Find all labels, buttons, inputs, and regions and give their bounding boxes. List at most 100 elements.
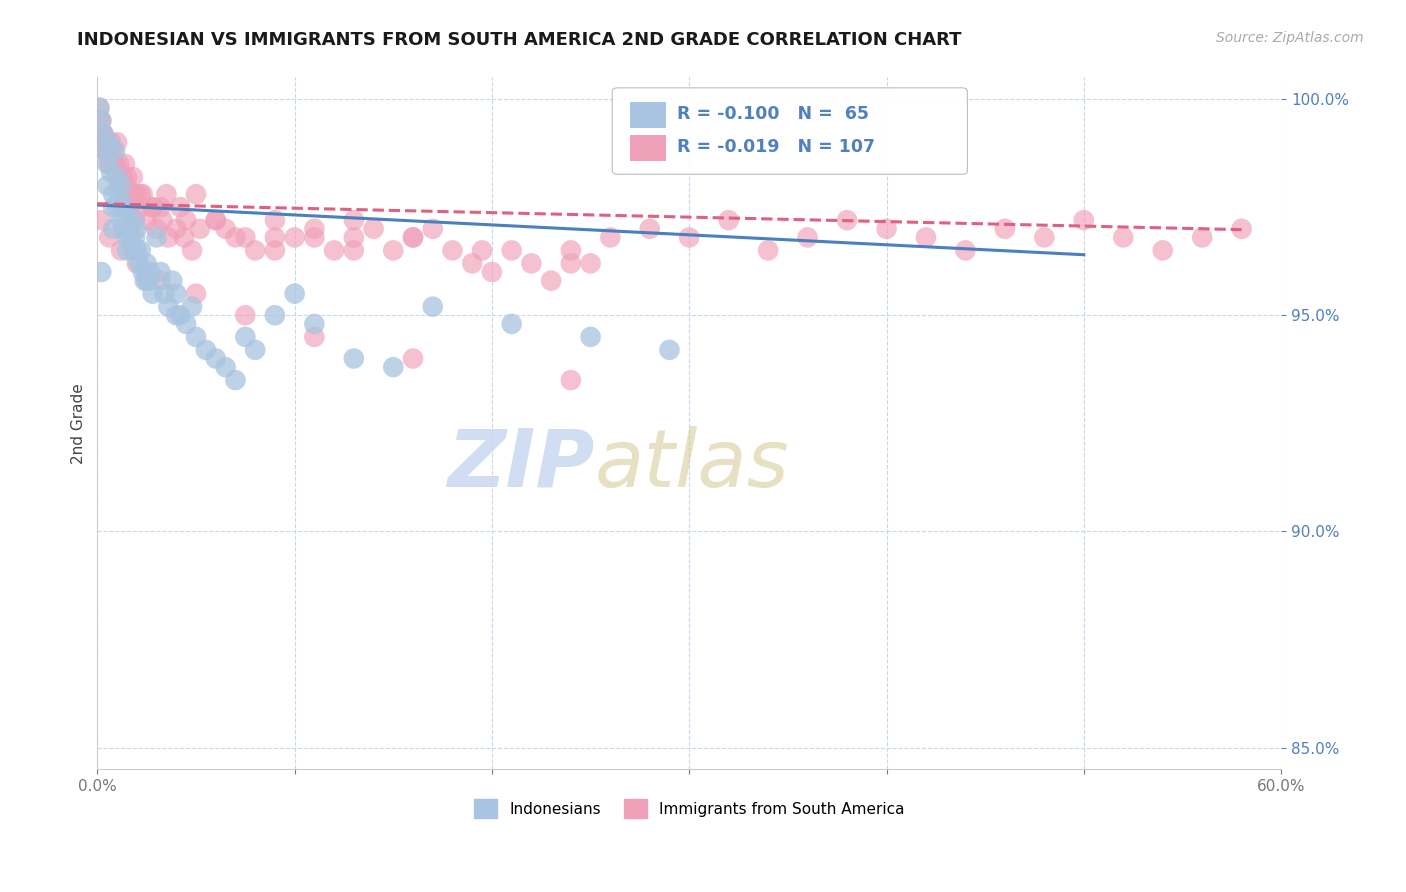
Point [304, 230, 326, 244]
Point [115, 213, 138, 227]
Point [120, 230, 142, 244]
Point [471, 244, 494, 258]
Point [560, 244, 582, 258]
Point [638, 221, 661, 235]
Point [194, 343, 217, 357]
Point [98, 136, 121, 150]
Point [204, 213, 226, 227]
Point [876, 221, 898, 235]
Point [501, 317, 523, 331]
Point [104, 157, 127, 171]
Point [184, 330, 207, 344]
Point [142, 200, 165, 214]
Point [461, 256, 484, 270]
Point [284, 286, 307, 301]
Point [96, 144, 118, 158]
Point [89, 127, 111, 141]
Point [89, 101, 111, 115]
Point [796, 230, 818, 244]
Point [169, 200, 191, 214]
Point [264, 213, 287, 227]
Point [132, 265, 155, 279]
Point [152, 213, 174, 227]
Point [184, 286, 207, 301]
Point [323, 244, 346, 258]
Point [169, 308, 191, 322]
Point [579, 330, 602, 344]
Point [142, 200, 165, 214]
Point [955, 244, 977, 258]
Point [173, 230, 195, 244]
Bar [630, 102, 665, 128]
Point [124, 230, 146, 244]
Point [284, 230, 307, 244]
Point [204, 351, 226, 366]
Point [422, 221, 444, 235]
Point [91, 127, 114, 141]
Point [165, 286, 187, 301]
Point [121, 213, 143, 227]
Point [105, 136, 128, 150]
Point [94, 136, 117, 150]
Point [101, 187, 124, 202]
Point [1152, 244, 1174, 258]
Point [118, 187, 141, 202]
Point [90, 113, 112, 128]
Point [115, 178, 138, 193]
Point [402, 230, 425, 244]
Point [157, 230, 180, 244]
Point [101, 157, 124, 171]
Point [128, 256, 150, 270]
Point [124, 213, 146, 227]
Point [108, 157, 131, 171]
Point [1112, 230, 1135, 244]
Point [233, 330, 256, 344]
Point [149, 200, 172, 214]
Point [149, 265, 172, 279]
Point [96, 178, 118, 193]
Point [139, 265, 162, 279]
Text: R = -0.100   N =  65: R = -0.100 N = 65 [678, 105, 869, 123]
Point [560, 256, 582, 270]
Point [243, 343, 266, 357]
Point [114, 187, 136, 202]
Point [110, 178, 132, 193]
Text: Source: ZipAtlas.com: Source: ZipAtlas.com [1216, 31, 1364, 45]
Point [233, 308, 256, 322]
Point [91, 127, 114, 141]
Point [134, 274, 156, 288]
FancyBboxPatch shape [612, 87, 967, 174]
Point [165, 221, 187, 235]
Point [115, 230, 138, 244]
Point [678, 230, 700, 244]
Point [125, 187, 148, 202]
Point [91, 127, 114, 141]
Point [94, 144, 117, 158]
Point [96, 144, 118, 158]
Point [422, 300, 444, 314]
Point [105, 169, 128, 184]
Text: INDONESIAN VS IMMIGRANTS FROM SOUTH AMERICA 2ND GRADE CORRELATION CHART: INDONESIAN VS IMMIGRANTS FROM SOUTH AMER… [77, 31, 962, 49]
Point [224, 230, 246, 244]
Point [142, 286, 165, 301]
Point [105, 200, 128, 214]
Point [915, 230, 938, 244]
Point [304, 317, 326, 331]
Point [110, 244, 132, 258]
Point [343, 351, 366, 366]
Point [382, 360, 405, 375]
Point [520, 256, 543, 270]
Point [214, 221, 236, 235]
Point [994, 221, 1017, 235]
Point [101, 221, 124, 235]
Point [264, 308, 287, 322]
Point [125, 221, 148, 235]
Point [115, 244, 138, 258]
Point [100, 165, 122, 179]
Point [382, 244, 405, 258]
Point [184, 187, 207, 202]
Point [214, 360, 236, 375]
Point [1230, 221, 1253, 235]
Point [138, 274, 160, 288]
Point [153, 286, 176, 301]
